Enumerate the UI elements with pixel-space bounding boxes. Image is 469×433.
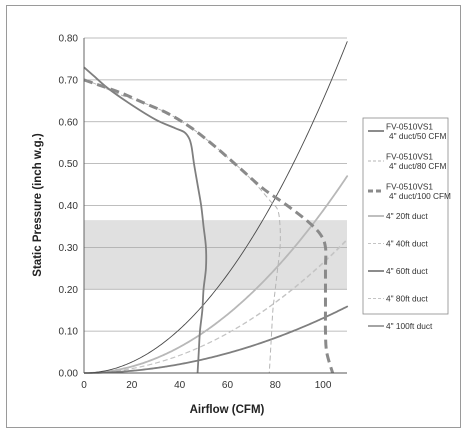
legend-label-7: 4" 80ft duct [386,294,428,304]
legend-label-1: 4" duct/50 CFM [389,131,446,141]
series-line-1 [83,66,208,374]
x-tick-label: 20 [126,380,138,391]
legend-label-1: FV-0510VS1 [386,121,433,131]
y-tick-label: 0.00 [59,369,79,380]
x-tick-label: 100 [315,380,332,391]
series-line-3 [83,78,335,374]
y-tick-label: 0.60 [59,117,79,128]
curve-layer [83,41,349,374]
series-line-8 [83,41,348,374]
tick-label-layer: 0.00 0.10 0.20 0.30 0.40 0.50 0.60 0.70 0.80 0 20 4… [59,34,332,392]
y-tick-label: 0.70 [59,75,79,86]
x-axis-label: Airflow (CFM) [190,404,265,416]
x-tick-label: 40 [174,380,186,391]
legend-label-5: 4" 40ft duct [386,239,428,249]
axis-layer [83,38,347,374]
x-tick-label: 80 [270,380,282,391]
legend-label-8: 4" 100ft duct [386,321,433,331]
legend-label-4: 4" 20ft duct [386,211,428,221]
series-line-6 [83,305,349,374]
y-axis-label: Static Pressure (inch w.g.) [32,133,44,277]
y-tick-label: 0.10 [59,327,79,338]
legend-label-2: 4" duct/80 CFM [389,161,446,171]
y-tick-label: 0.50 [59,159,79,170]
x-tick-label: 60 [222,380,234,391]
shaded-band [84,220,347,290]
grid-layer [84,37,347,332]
y-tick-label: 0.30 [59,243,79,254]
legend-label-3: FV-0510VS1 [386,181,433,191]
shaded-band-layer [84,220,347,290]
x-tick-label: 0 [81,380,87,391]
legend-label-3: 4" duct/100 CFM [389,191,451,201]
series-line-7 [83,238,348,374]
y-tick-label: 0.40 [59,201,79,212]
series-line-4 [83,175,349,374]
legend-label-2: FV-0510VS1 [386,151,433,161]
y-tick-label: 0.80 [59,34,79,45]
y-tick-label: 0.20 [59,285,79,296]
legend-label-6: 4" 60ft duct [386,266,428,276]
